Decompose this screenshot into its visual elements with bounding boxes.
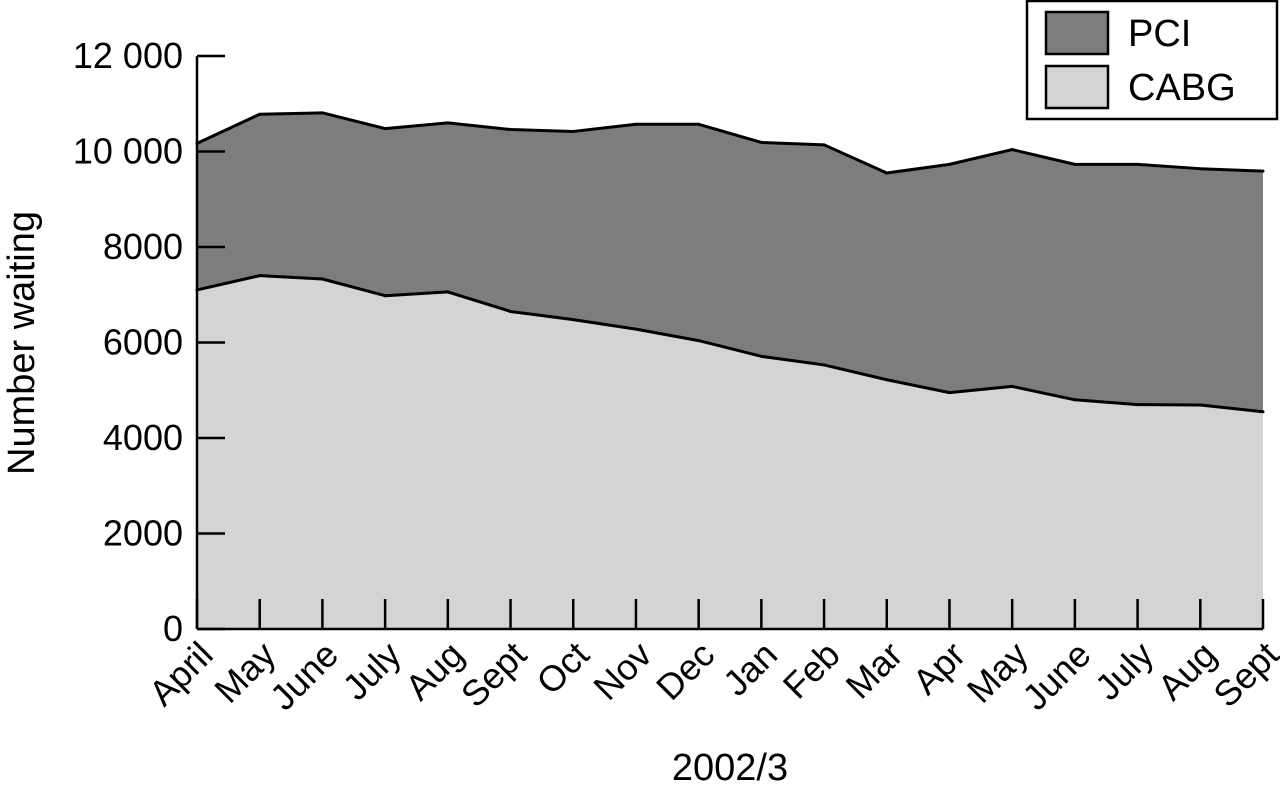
point-cabg-8 [697,339,701,343]
point-pci-15 [1136,162,1140,166]
point-pci-13 [1010,148,1014,152]
x-tick-label: Aug [397,634,471,708]
y-tick-label: 10 000 [73,131,183,172]
point-cabg-6 [571,318,575,322]
point-cabg-9 [759,354,763,358]
point-pci-14 [1073,162,1077,166]
area-pci [197,112,1263,412]
point-cabg-17 [1261,410,1265,414]
point-pci-11 [885,171,889,175]
point-pci-2 [320,111,324,115]
x-tick-label: Dec [648,634,722,708]
x-tick-label: Jan [715,634,785,704]
series-line-cabg [196,274,1264,414]
point-cabg-16 [1198,403,1202,407]
area-cabg [197,275,1263,629]
point-cabg-1 [258,274,262,278]
point-pci-1 [258,112,262,116]
point-pci-4 [446,121,450,125]
x-axis-title: 2002/3 [672,747,788,786]
point-pci-3 [383,127,387,131]
point-cabg-13 [1010,384,1014,388]
y-tick-label: 8000 [103,226,183,267]
legend-swatch-pci [1044,10,1110,56]
x-tick-label: June [1014,634,1098,718]
point-cabg-10 [822,363,826,367]
y-tick-label: 0 [163,608,183,649]
x-tick-label: Oct [528,634,597,703]
point-cabg-5 [509,309,513,313]
x-tick-label: Nov [585,634,659,708]
x-tick-label: July [1087,634,1161,708]
point-pci-5 [509,128,513,132]
point-cabg-15 [1136,403,1140,407]
point-cabg-4 [446,290,450,294]
y-tick-label: 2000 [103,513,183,554]
point-cabg-12 [947,391,951,395]
legend-label-pci: PCI [1128,13,1191,55]
point-pci-17 [1261,169,1265,173]
series-line-pci [196,111,1264,175]
legend-swatch-cabg [1044,64,1110,110]
legend: PCI CABG [1025,0,1279,121]
point-pci-7 [634,122,638,126]
x-tick-label: July [335,634,409,708]
area-layer [195,111,1265,629]
x-tick-label: Sept [1205,634,1280,715]
point-cabg-11 [885,378,889,382]
x-tick-label: Mar [838,634,911,707]
x-tick-label: June [262,634,346,718]
x-tick-label: Feb [775,634,848,707]
x-tick-label: Apr [905,634,974,703]
point-cabg-7 [634,327,638,331]
point-pci-12 [947,162,951,166]
point-pci-10 [822,143,826,147]
point-pci-9 [759,140,763,144]
y-tick-label: 12 000 [73,35,183,76]
point-pci-16 [1198,167,1202,171]
point-cabg-14 [1073,398,1077,402]
x-tick-label: Sept [453,634,534,715]
y-tick-label: 4000 [103,417,183,458]
legend-label-cabg: CABG [1128,67,1236,109]
point-cabg-2 [320,277,324,281]
point-pci-6 [571,129,575,133]
y-tick-label: 6000 [103,322,183,363]
x-tick-label: Aug [1150,634,1224,708]
point-cabg-3 [383,294,387,298]
point-pci-8 [697,122,701,126]
y-axis-title: Number waiting [1,211,43,475]
x-tick-label: April [141,634,221,714]
